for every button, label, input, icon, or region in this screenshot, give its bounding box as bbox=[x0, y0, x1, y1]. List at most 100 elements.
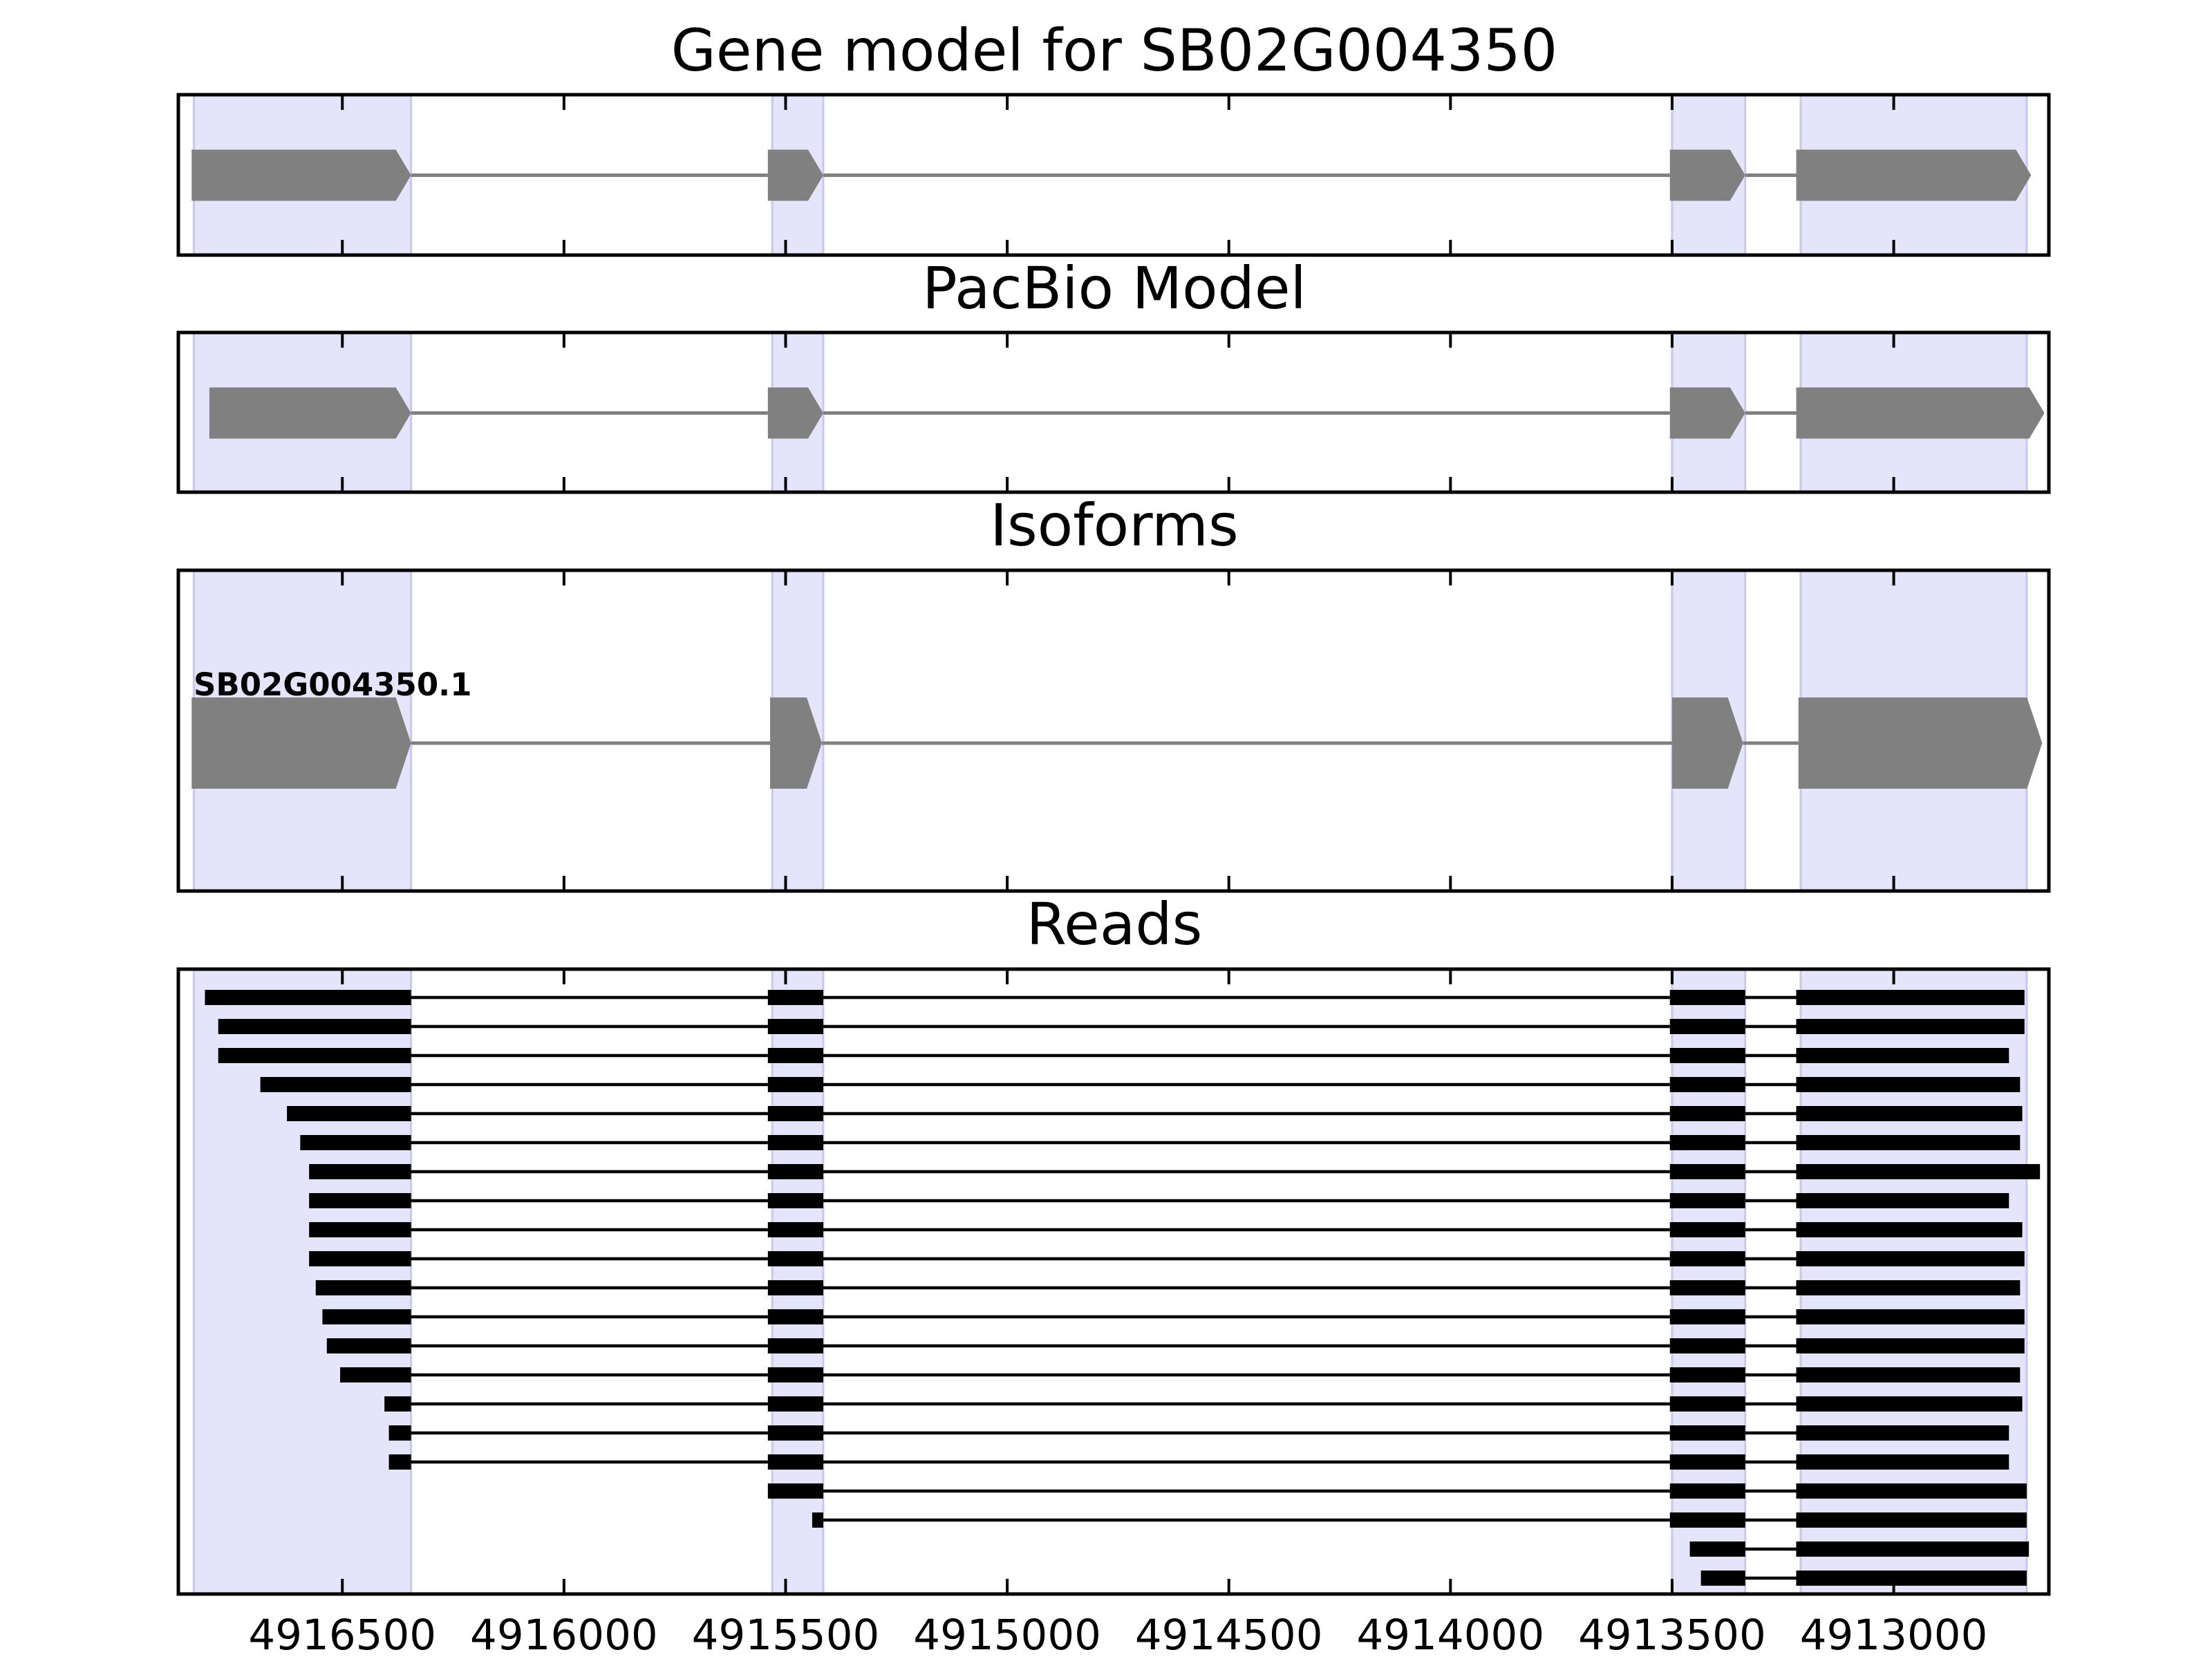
read-row bbox=[309, 1251, 2025, 1266]
read-exon bbox=[1796, 1048, 2009, 1063]
read-exon bbox=[218, 1048, 411, 1063]
exon-shape bbox=[1669, 149, 1745, 201]
read-row bbox=[388, 1425, 2009, 1441]
exon-shape bbox=[1796, 387, 2045, 439]
read-exon bbox=[340, 1367, 411, 1382]
read-exon bbox=[767, 1222, 823, 1237]
read-exon bbox=[1796, 990, 2025, 1005]
x-tick-label: 4913000 bbox=[1800, 1611, 1988, 1659]
read-exon bbox=[322, 1309, 411, 1324]
exon-shape bbox=[1671, 697, 1743, 789]
read-exon bbox=[1796, 1135, 2021, 1150]
read-exon bbox=[767, 1019, 823, 1034]
read-exon bbox=[300, 1135, 411, 1150]
exon-shape bbox=[770, 697, 823, 789]
exon-shape bbox=[191, 149, 411, 201]
read-exon bbox=[309, 1222, 411, 1237]
read-row bbox=[218, 1048, 2009, 1063]
read-exon bbox=[1669, 1135, 1745, 1150]
read-exon bbox=[1796, 1454, 2009, 1470]
x-tick-label: 4916500 bbox=[248, 1611, 436, 1659]
read-exon bbox=[1700, 1571, 1745, 1586]
read-row bbox=[205, 990, 2025, 1005]
read-row bbox=[287, 1106, 2023, 1121]
read-exon bbox=[1669, 1367, 1745, 1382]
read-exon bbox=[260, 1077, 411, 1092]
read-exon bbox=[309, 1251, 411, 1266]
read-exon bbox=[1669, 1454, 1745, 1470]
read-exon bbox=[218, 1019, 411, 1034]
read-exon bbox=[1796, 1193, 2009, 1208]
read-row bbox=[384, 1396, 2023, 1412]
x-tick-label: 4915000 bbox=[913, 1611, 1101, 1659]
read-exon bbox=[767, 1280, 823, 1295]
read-exon bbox=[767, 1425, 823, 1441]
read-exon bbox=[767, 1251, 823, 1266]
exon-shape bbox=[1798, 697, 2043, 789]
read-exon bbox=[1669, 1483, 1745, 1499]
read-row bbox=[309, 1222, 2023, 1237]
read-row bbox=[326, 1338, 2025, 1353]
read-row bbox=[218, 1019, 2025, 1034]
read-exon bbox=[1669, 1106, 1745, 1121]
read-row bbox=[322, 1309, 2025, 1324]
exon-shape bbox=[1796, 149, 2032, 201]
title-pacbio-model: PacBio Model bbox=[922, 254, 1306, 322]
read-exon bbox=[1669, 1222, 1745, 1237]
read-exon bbox=[1689, 1541, 1745, 1557]
read-row bbox=[388, 1454, 2009, 1470]
panel-pacbio-model bbox=[176, 330, 2051, 494]
read-exon bbox=[1796, 1077, 2021, 1092]
read-exon bbox=[1796, 1280, 2021, 1295]
read-row bbox=[315, 1280, 2021, 1295]
exon-shape bbox=[209, 387, 411, 439]
x-tick-label: 4913500 bbox=[1578, 1611, 1766, 1659]
read-exon bbox=[1796, 1106, 2023, 1121]
panel-gene-model bbox=[176, 93, 2051, 257]
read-exon bbox=[1669, 1396, 1745, 1412]
exon-shape bbox=[767, 387, 823, 439]
title-reads: Reads bbox=[1027, 890, 1203, 958]
exon-shape bbox=[191, 697, 411, 789]
read-row bbox=[309, 1193, 2009, 1208]
read-row bbox=[1689, 1541, 2030, 1557]
read-exon bbox=[1796, 1541, 2030, 1557]
read-exon bbox=[326, 1338, 411, 1353]
x-tick-label: 4914000 bbox=[1357, 1611, 1545, 1659]
read-exon bbox=[287, 1106, 411, 1121]
read-exon bbox=[1669, 1077, 1745, 1092]
read-exon bbox=[767, 1309, 823, 1324]
isoform-label: SB02G004350.1 bbox=[194, 666, 472, 703]
read-exon bbox=[1796, 1251, 2025, 1266]
x-tick-label: 4915500 bbox=[692, 1611, 880, 1659]
read-exon bbox=[767, 1077, 823, 1092]
read-exon bbox=[1669, 1425, 1745, 1441]
read-exon bbox=[767, 1367, 823, 1382]
read-exon bbox=[1796, 1164, 2041, 1179]
read-exon bbox=[1669, 1251, 1745, 1266]
read-exon bbox=[1669, 1193, 1745, 1208]
read-exon bbox=[767, 1338, 823, 1353]
read-row bbox=[1700, 1571, 2027, 1586]
read-exon bbox=[1669, 990, 1745, 1005]
panel-frame bbox=[176, 967, 2051, 1596]
title-gene-model: Gene model for SB02G004350 bbox=[671, 17, 1557, 84]
read-exon bbox=[1796, 1571, 2027, 1586]
read-exon bbox=[767, 1454, 823, 1470]
read-exon bbox=[388, 1425, 411, 1441]
panel-frame bbox=[176, 93, 2051, 257]
read-exon bbox=[1669, 1309, 1745, 1324]
read-row bbox=[812, 1512, 2027, 1528]
read-row bbox=[260, 1077, 2021, 1092]
read-exon bbox=[309, 1164, 411, 1179]
read-exon bbox=[767, 1164, 823, 1179]
exon-shape bbox=[767, 149, 823, 201]
read-exon bbox=[767, 990, 823, 1005]
read-exon bbox=[767, 1193, 823, 1208]
read-row bbox=[767, 1483, 2027, 1499]
read-row bbox=[309, 1164, 2041, 1179]
read-exon bbox=[1796, 1019, 2025, 1034]
title-isoforms: Isoforms bbox=[990, 491, 1239, 559]
read-exon bbox=[767, 1106, 823, 1121]
